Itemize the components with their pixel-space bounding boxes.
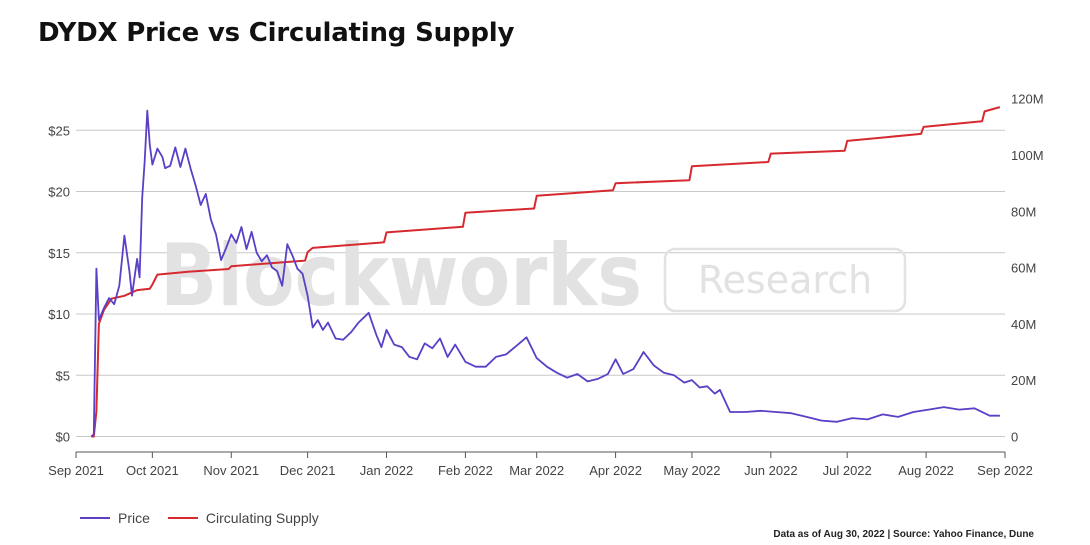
x-tick-label: Jan 2022 (360, 463, 414, 478)
x-tick-label: Dec 2021 (280, 463, 336, 478)
chart-title: DYDX Price vs Circulating Supply (38, 18, 515, 48)
x-tick-label: Jun 2022 (744, 463, 798, 478)
series-line-price (90, 109, 1000, 438)
series-line-circulating-supply (91, 106, 1001, 438)
y-left-tick-label: $25 (48, 123, 70, 138)
legend-swatch-supply (167, 517, 198, 519)
legend: Price Circulating Supply (80, 510, 319, 526)
legend-item-supply[interactable]: Circulating Supply (167, 510, 319, 526)
watermark-badge-frame (663, 247, 907, 313)
x-tick-label: Jul 2022 (823, 463, 872, 478)
x-tick-label: May 2022 (663, 463, 720, 478)
legend-label-supply: Circulating Supply (205, 510, 319, 526)
y-right-tick-label: 0 (1011, 430, 1018, 445)
x-tick-label: Aug 2022 (898, 463, 954, 478)
y-left-tick-label: $15 (48, 246, 70, 261)
x-tick-label: Mar 2022 (509, 463, 564, 478)
watermark: Blockworks Research (160, 226, 907, 326)
series (90, 106, 1001, 438)
legend-label-price: Price (118, 510, 150, 526)
x-tick-label: Sep 2022 (977, 463, 1033, 478)
x-tick-label: Feb 2022 (438, 463, 493, 478)
y-right-tick-label: 100M (1011, 148, 1044, 163)
watermark-badge: Research (698, 258, 872, 302)
source-note: Data as of Aug 30, 2022 | Source: Yahoo … (773, 529, 1034, 540)
x-tick-label: Nov 2021 (203, 463, 259, 478)
y-right-tick-label: 120M (1011, 92, 1044, 107)
y-right-tick-label: 40M (1011, 317, 1036, 332)
x-tick-label: Apr 2022 (589, 463, 642, 478)
y-right-tick-label: 20M (1011, 373, 1036, 388)
y-left-tick-label: $0 (56, 430, 70, 445)
gridlines (76, 129, 1005, 437)
legend-swatch-price (80, 517, 110, 519)
x-tick-label: Oct 2021 (126, 463, 179, 478)
axes: $0 $5 $10 $15 $20 $25 0 20M 40M 60M 80M 100M 120M Sep… (48, 92, 1043, 478)
y-left-tick-label: $10 (48, 307, 70, 322)
y-right-tick-label: 80M (1011, 204, 1036, 219)
y-left-tick-label: $20 (48, 185, 70, 200)
watermark-brand: Blockworks (160, 226, 642, 326)
legend-item-price[interactable]: Price (80, 510, 150, 526)
y-right-tick-label: 60M (1011, 261, 1036, 276)
y-left-tick-label: $5 (56, 368, 70, 383)
x-tick-label: Sep 2021 (48, 463, 104, 478)
